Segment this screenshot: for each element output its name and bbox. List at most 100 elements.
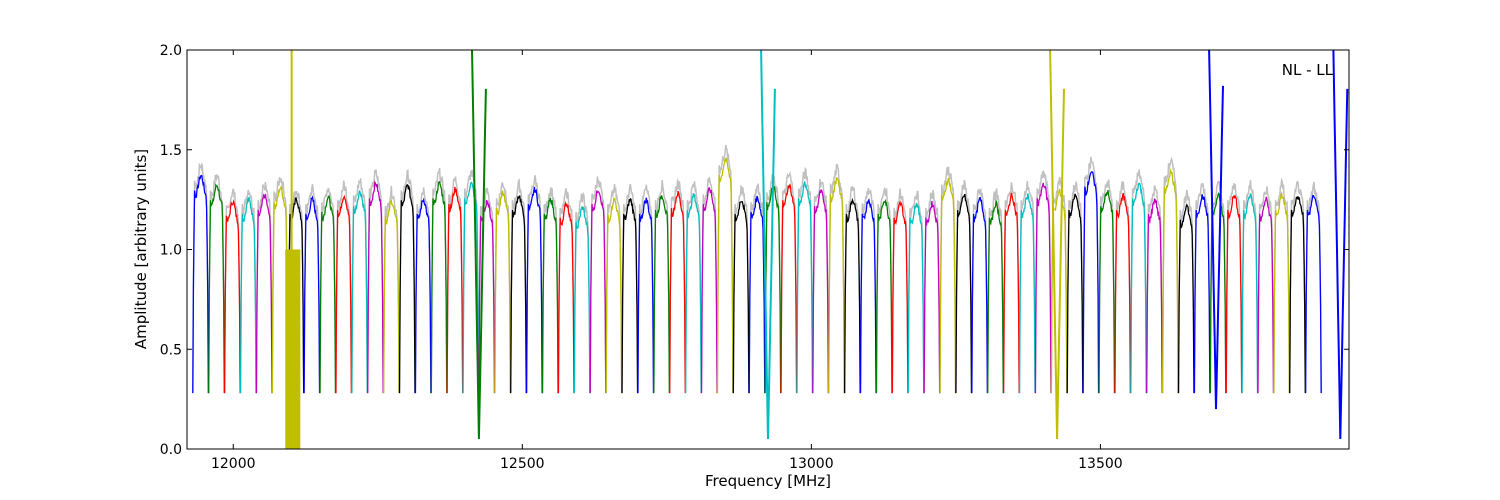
x-tick-label: 13000 — [789, 456, 834, 472]
interference-spike — [471, 50, 487, 440]
background-channel-trace — [843, 185, 861, 394]
background-channel-trace — [446, 176, 464, 394]
channel-trace — [541, 197, 559, 394]
background-channel-trace — [700, 177, 718, 394]
channel-trace — [971, 196, 989, 394]
x-axis-ticks: 12000 12500 13000 13500 — [211, 50, 1123, 472]
background-channel-trace — [923, 190, 941, 394]
channel-trace — [1034, 182, 1052, 394]
background-channel-trace — [653, 179, 671, 394]
background-channel-trace — [319, 187, 337, 394]
channel-trace — [1146, 198, 1163, 394]
channel-trace — [875, 198, 893, 394]
background-channel-trace — [494, 181, 512, 394]
channel-trace — [271, 186, 289, 394]
background-channel-trace — [716, 144, 734, 394]
background-channel-trace — [223, 188, 241, 394]
background-channel-trace — [827, 163, 846, 394]
background-channel-trace — [1066, 181, 1084, 394]
background-channel-trace — [684, 181, 702, 394]
interference-spike — [1332, 50, 1349, 440]
background-channel-trace — [748, 183, 766, 394]
background-channel-trace — [971, 187, 989, 394]
background-channel-trace — [986, 187, 1005, 394]
background-channel-trace — [1082, 156, 1100, 394]
series-layer — [192, 157, 1322, 394]
channel-trace — [303, 195, 321, 394]
background-channel-trace — [1193, 183, 1211, 394]
background-channel-trace — [668, 178, 687, 394]
background-channel-trace — [589, 176, 607, 394]
background-spectrum-layer — [192, 144, 1322, 394]
background-channel-trace — [1177, 189, 1195, 394]
background-channel-trace — [1273, 177, 1291, 394]
channel-trace — [1241, 192, 1259, 394]
background-channel-trace — [1288, 180, 1307, 394]
channel-trace — [335, 194, 353, 394]
background-channel-trace — [1034, 169, 1052, 394]
channel-trace — [1002, 192, 1020, 394]
channel-trace — [1018, 193, 1036, 394]
chart-annotation: NL - LL — [1282, 61, 1334, 79]
background-channel-trace — [875, 187, 893, 394]
channel-trace — [319, 194, 337, 394]
channel-trace — [255, 193, 273, 394]
channel-trace — [907, 202, 925, 394]
channel-trace — [430, 181, 448, 394]
channel-trace — [382, 198, 400, 394]
y-tick-label: 2.0 — [160, 43, 182, 59]
background-channel-trace — [891, 188, 909, 394]
channel-trace — [398, 183, 416, 394]
background-channel-trace — [509, 178, 528, 394]
background-channel-trace — [1257, 186, 1275, 394]
background-channel-trace — [414, 187, 432, 394]
channel-trace — [367, 180, 384, 394]
x-tick-label: 13500 — [1078, 456, 1123, 472]
channel-trace — [446, 186, 464, 394]
background-channel-trace — [1114, 181, 1132, 394]
background-channel-trace — [525, 175, 543, 394]
background-channel-trace — [573, 191, 591, 394]
channel-trace — [525, 186, 543, 394]
channel-trace — [1130, 182, 1147, 394]
interference-spike — [760, 50, 776, 440]
background-channel-trace — [1304, 181, 1322, 394]
channel-trace — [684, 193, 702, 394]
background-channel-trace — [192, 162, 210, 394]
channel-trace — [780, 182, 798, 394]
channel-trace — [605, 196, 623, 394]
channel-trace — [1225, 194, 1243, 394]
y-tick-label: 1.0 — [160, 243, 182, 259]
channel-trace — [1257, 196, 1275, 394]
channel-trace — [732, 201, 750, 394]
channel-trace — [1193, 194, 1211, 394]
interference-spike — [1049, 50, 1065, 440]
background-channel-trace — [796, 166, 814, 394]
channel-trace — [621, 197, 639, 394]
channel-trace — [351, 190, 368, 394]
channel-trace — [748, 195, 766, 394]
channel-trace — [478, 200, 496, 394]
background-channel-trace — [780, 170, 798, 394]
channel-trace — [192, 174, 210, 394]
background-channel-trace — [541, 187, 559, 394]
channel-trace — [669, 190, 686, 394]
channel-trace — [1289, 196, 1306, 394]
background-channel-trace — [430, 167, 448, 394]
interference-layer — [285, 50, 1349, 449]
channel-trace — [223, 198, 241, 394]
y-axis-label: Amplitude [arbitrary units] — [132, 149, 150, 349]
background-channel-trace — [303, 184, 321, 394]
background-channel-trace — [271, 177, 289, 394]
channel-trace — [859, 198, 877, 394]
channel-trace — [1177, 203, 1195, 394]
channel-trace — [1273, 190, 1291, 394]
background-channel-trace — [605, 183, 623, 394]
channel-trace — [891, 200, 909, 394]
background-channel-trace — [478, 187, 496, 394]
background-channel-trace — [1130, 169, 1148, 394]
channel-trace — [1161, 167, 1179, 394]
channel-trace — [1082, 171, 1100, 394]
